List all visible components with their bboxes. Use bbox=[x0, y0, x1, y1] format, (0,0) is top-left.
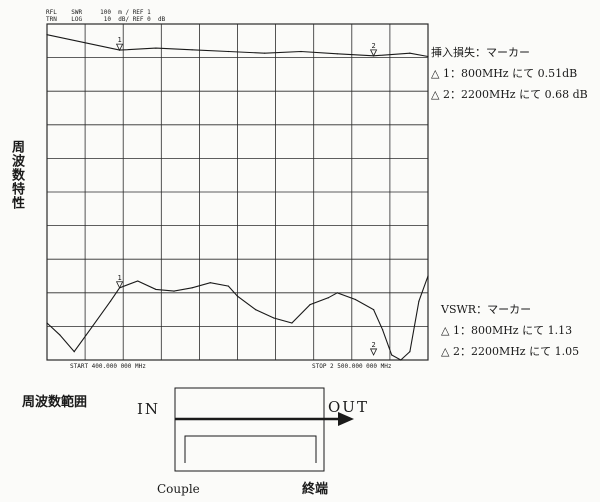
vswr-trace-point bbox=[336, 292, 338, 294]
marker-2-top-label: 2 bbox=[371, 42, 375, 50]
vswr-trace-point bbox=[382, 329, 384, 331]
vswr-trace-point bbox=[59, 334, 61, 336]
analyzer-header-row2: TRN LOG 10 dB/ REF 0 dB bbox=[46, 16, 166, 23]
vswr-trace-point bbox=[372, 309, 375, 311]
marker-1-bottom-label: 1 bbox=[117, 274, 121, 282]
marker-1-top-triangle bbox=[115, 43, 124, 52]
marker-2-bottom-triangle bbox=[369, 348, 378, 356]
termination-label: 終端 bbox=[302, 482, 329, 497]
out-label: OUT bbox=[328, 398, 369, 416]
stop-frequency-label: STOP 2 500.000 000 MHz bbox=[312, 363, 392, 370]
vswr-trace-point bbox=[409, 351, 411, 353]
vswr-trace-point bbox=[173, 290, 175, 292]
vswr-trace-point bbox=[273, 317, 275, 319]
marker-2-bottom-label: 2 bbox=[371, 341, 375, 349]
insertion-loss-trace-point bbox=[336, 53, 338, 55]
coupler-diagram bbox=[174, 387, 354, 472]
arrow-head-icon bbox=[338, 412, 354, 426]
vswr-trace-point bbox=[354, 298, 357, 301]
vswr-marker-1: △ 1：800MHz にて 1.13 bbox=[441, 324, 573, 337]
insertion-loss-trace-point bbox=[227, 50, 230, 53]
analyzer-header-row1: RFL SWR 100 m / REF 1 bbox=[46, 9, 151, 16]
insertion-loss-title: 挿入損失：マーカー bbox=[431, 46, 530, 59]
y-axis-label: 周波数特性 bbox=[9, 140, 24, 210]
start-frequency-label: START 400.000 000 MHz bbox=[70, 363, 146, 370]
vswr-trace-point bbox=[400, 359, 402, 361]
vswr-trace-point bbox=[427, 275, 429, 277]
vswr-trace-point bbox=[327, 297, 329, 299]
coupled-line bbox=[184, 435, 317, 463]
marker-1-bottom-triangle bbox=[115, 281, 124, 289]
vswr-trace-point bbox=[391, 354, 393, 356]
insertion-loss-marker-2: △ 2：2200MHz にて 0.68 dB bbox=[431, 88, 588, 101]
marker-2-top-triangle bbox=[369, 49, 378, 57]
frequency-range-title: 周波数範囲 bbox=[22, 395, 88, 410]
insertion-loss-trace-point bbox=[427, 55, 429, 58]
chart-markers: 1 2 1 2 bbox=[115, 36, 378, 356]
insertion-loss-trace-point bbox=[264, 52, 266, 54]
insertion-loss-trace-point bbox=[46, 34, 48, 36]
chart-grid bbox=[46, 23, 429, 361]
vswr-trace-point bbox=[91, 325, 93, 327]
coupler-box bbox=[174, 387, 325, 472]
vswr-trace-point bbox=[46, 322, 48, 324]
insertion-loss-trace-point bbox=[191, 49, 193, 51]
insertion-loss-trace-point bbox=[300, 50, 302, 53]
vswr-trace-point bbox=[191, 287, 193, 289]
vswr-trace-point bbox=[309, 303, 311, 306]
insertion-loss-marker-1: △ 1：800MHz にて 0.51dB bbox=[431, 67, 578, 80]
couple-label: Couple bbox=[157, 482, 200, 496]
vswr-trace-point bbox=[109, 300, 112, 302]
vswr-trace-point bbox=[137, 280, 139, 282]
vswr-trace-point bbox=[155, 288, 157, 291]
marker-1-top-label: 1 bbox=[117, 36, 121, 44]
vswr-trace-point bbox=[255, 309, 257, 311]
insertion-loss-trace-point bbox=[155, 47, 157, 49]
vswr-trace-point bbox=[236, 295, 239, 297]
insertion-loss-trace-point bbox=[409, 52, 411, 54]
vswr-trace-point bbox=[418, 300, 420, 302]
vswr-trace-point bbox=[209, 282, 211, 284]
in-label: IN bbox=[137, 400, 161, 418]
chart-traces bbox=[46, 34, 429, 361]
vswr-trace-point bbox=[73, 351, 75, 353]
vswr-title: VSWR：マーカー bbox=[441, 303, 532, 316]
vswr-trace-point bbox=[291, 322, 293, 324]
vswr-marker-2: △ 2：2200MHz にて 1.05 bbox=[441, 345, 580, 358]
vswr-trace-point bbox=[227, 285, 230, 287]
